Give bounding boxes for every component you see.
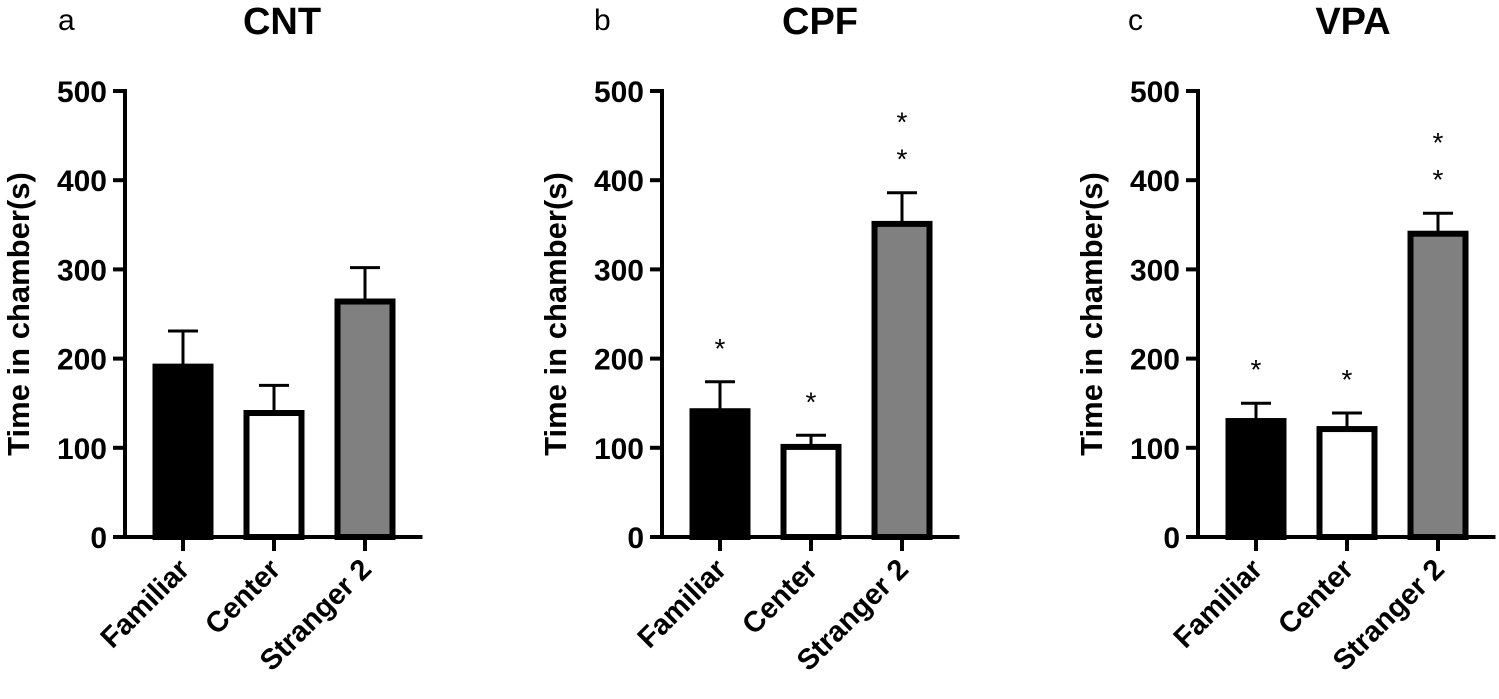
bar-stranger-2 <box>1407 230 1469 540</box>
bar-stranger-2 <box>334 298 396 540</box>
x-tick-label-center: Center <box>1272 553 1360 641</box>
chart-title: CNT <box>243 1 321 43</box>
significance-marker: * <box>1251 354 1262 385</box>
chart-title: CPF <box>782 1 858 43</box>
panel-letter: b <box>594 4 611 37</box>
y-tick-label: 500 <box>1130 76 1180 109</box>
x-tick-label-center: Center <box>736 553 824 641</box>
bar-familiar <box>152 363 214 540</box>
y-tick-label: 300 <box>1130 254 1180 287</box>
bar-center <box>780 443 842 540</box>
significance-marker: * <box>806 386 817 417</box>
bar-center <box>1316 426 1378 540</box>
chart-title: VPA <box>1315 1 1390 43</box>
y-tick-label: 100 <box>57 433 107 466</box>
y-tick-label: 300 <box>594 254 644 287</box>
bar-familiar <box>1225 418 1287 541</box>
y-tick-label: 100 <box>594 433 644 466</box>
y-tick-label: 500 <box>594 76 644 109</box>
y-axis-label: Time in chamber(s) <box>1 172 36 456</box>
significance-marker: * <box>897 107 908 138</box>
y-tick-label: 200 <box>594 344 644 377</box>
bar-familiar <box>689 408 751 540</box>
x-tick-label-familiar: Familiar <box>1168 553 1269 654</box>
y-axis-label: Time in chamber(s) <box>538 172 573 456</box>
chart-panel-a: a CNT Time in chamber(s) 0 100 200 300 400 500 Fa… <box>1 1 423 677</box>
y-tick-label: 400 <box>1130 165 1180 198</box>
y-tick-label: 400 <box>57 165 107 198</box>
y-tick-label: 400 <box>594 165 644 198</box>
bar-center <box>243 410 305 540</box>
x-tick-label-center: Center <box>199 553 287 641</box>
panel-letter: a <box>58 4 75 37</box>
y-tick-label: 100 <box>1130 433 1180 466</box>
y-tick-label: 300 <box>57 254 107 287</box>
x-tick-label-familiar: Familiar <box>95 553 196 654</box>
y-axis-label: Time in chamber(s) <box>1074 172 1109 456</box>
y-tick-label: 0 <box>1163 522 1180 555</box>
y-tick-label: 0 <box>627 522 644 555</box>
significance-marker: * <box>715 333 726 364</box>
significance-marker: * <box>1342 364 1353 395</box>
y-tick-label: 500 <box>57 76 107 109</box>
chart-panel-c: c VPA Time in chamber(s) 0 100 200 300 400 500 Fa… <box>1074 1 1496 677</box>
x-tick-label-familiar: Familiar <box>632 553 733 654</box>
y-tick-label: 200 <box>1130 344 1180 377</box>
significance-marker: * <box>897 144 908 175</box>
bar-stranger-2 <box>871 220 933 541</box>
chart-panel-b: b CPF Time in chamber(s) 0 100 200 300 400 500 Fa… <box>538 1 960 677</box>
y-tick-label: 200 <box>57 344 107 377</box>
significance-marker: * <box>1433 127 1444 158</box>
panel-letter: c <box>1128 4 1143 37</box>
significance-marker: * <box>1433 164 1444 195</box>
y-tick-label: 0 <box>90 522 107 555</box>
